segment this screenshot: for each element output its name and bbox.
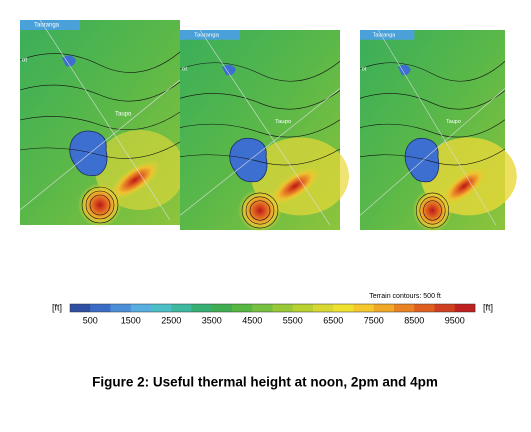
- place-label: Tauranga: [34, 23, 60, 29]
- map-panel: Tauranga Taupo ot: [19, 19, 185, 227]
- road: [199, 29, 331, 226]
- place-label: Taupo: [115, 112, 132, 118]
- contour: [241, 192, 279, 229]
- contour: [179, 60, 341, 82]
- hot-ridge: [441, 166, 488, 206]
- color-segment: [70, 304, 91, 312]
- lake: [69, 130, 108, 176]
- contour: [179, 90, 341, 110]
- caption: Figure 2: Useful thermal height at noon,…: [92, 375, 438, 390]
- contour: [179, 148, 341, 166]
- color-segment: [171, 304, 192, 312]
- hot-ridge: [109, 160, 161, 200]
- contour: [19, 81, 181, 102]
- place-label: Tauranga: [194, 32, 220, 38]
- color-segment: [313, 304, 334, 312]
- color-segment: [353, 304, 375, 312]
- colorbar-tick-label: 9500: [445, 315, 465, 325]
- colorbar-tick-label: 1500: [121, 315, 141, 325]
- small-lake: [222, 64, 236, 76]
- contour: [359, 119, 506, 138]
- colorbar-tick-label: 7500: [364, 315, 384, 325]
- contour: [423, 200, 442, 221]
- coast: [180, 30, 240, 40]
- colorbar-tick-label: 500: [83, 315, 98, 325]
- colorbar-tick-label: 5500: [283, 315, 303, 325]
- colorbar-frame: [69, 303, 476, 313]
- road: [19, 79, 181, 211]
- color-segment: [454, 304, 476, 312]
- contour: [359, 60, 506, 82]
- place-label: Taupo: [275, 119, 292, 125]
- colorbar-tick-label: 2500: [161, 315, 181, 325]
- color-segment: [90, 304, 111, 312]
- unit-label: [ft]: [483, 302, 493, 312]
- colorbar-tick-label: 8500: [404, 315, 424, 325]
- contour: [179, 119, 341, 138]
- color-segment: [333, 304, 354, 312]
- coast: [360, 30, 415, 40]
- small-lake: [398, 64, 411, 76]
- road: [179, 88, 341, 216]
- color-segment: [151, 304, 172, 312]
- contour: [359, 148, 506, 166]
- color-segment: [252, 304, 273, 312]
- place-label: ot: [182, 67, 187, 73]
- lake: [404, 137, 440, 183]
- coast: [20, 20, 80, 30]
- colorbar-tick-label: 3500: [202, 315, 222, 325]
- lake: [229, 137, 268, 183]
- small-lake: [62, 55, 76, 67]
- contour: [359, 90, 506, 110]
- contour: [415, 192, 450, 229]
- color-segment: [394, 304, 415, 312]
- color-segment: [373, 304, 395, 312]
- road: [359, 88, 506, 216]
- color-segment: [211, 304, 233, 312]
- contour: [19, 51, 181, 73]
- place-label: Tauranga: [373, 32, 396, 38]
- color-segment: [272, 304, 294, 312]
- contour: [245, 196, 275, 225]
- colorbar: 500 1500 2500 3500 4500 5500 6500 7500 8500 9500 […: [52, 302, 493, 325]
- maps: TaurangaTaupootTaurangaTaupootTaurangaTa…: [19, 19, 517, 232]
- contour: [89, 194, 111, 216]
- contour: [81, 186, 119, 224]
- contour: [19, 111, 181, 131]
- color-segment: [292, 304, 314, 312]
- contour: [19, 141, 181, 159]
- color-segment: [110, 304, 132, 312]
- contour: [85, 190, 115, 220]
- place-label: ot: [362, 66, 367, 72]
- contour: [419, 196, 446, 225]
- contour: [249, 200, 271, 221]
- color-segment: [414, 304, 435, 312]
- color-segment: [434, 304, 456, 312]
- hot-ridge: [269, 166, 321, 206]
- color-segment: [232, 304, 253, 312]
- road: [39, 19, 171, 221]
- color-segment: [130, 304, 152, 312]
- road: [377, 29, 497, 226]
- unit-label: [ft]: [52, 302, 62, 312]
- colorbar-tick-label: 4500: [242, 315, 262, 325]
- contour-note: Terrain contours: 500 ft: [369, 293, 441, 300]
- colorbar-tick-label: 6500: [323, 315, 343, 325]
- color-segment: [191, 304, 213, 312]
- place-label: ot: [22, 58, 27, 64]
- map-panel: Tauranga Taupo ot: [179, 29, 349, 232]
- map-panel: Tauranga Taupo ot: [359, 29, 517, 232]
- place-label: Taupo: [446, 119, 461, 125]
